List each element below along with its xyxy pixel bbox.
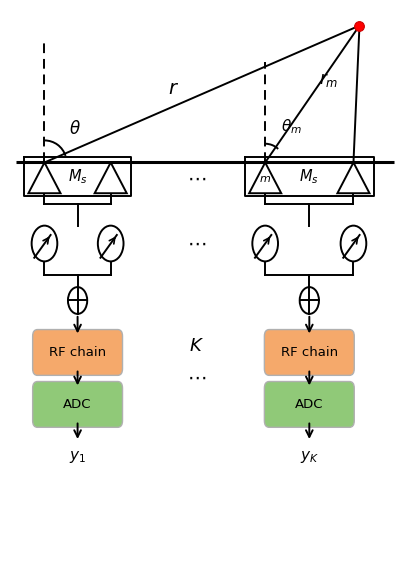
Text: $M_s$: $M_s$ [299, 167, 319, 186]
Text: $M_s$: $M_s$ [68, 167, 87, 186]
Circle shape [32, 226, 57, 261]
Polygon shape [337, 162, 370, 193]
FancyBboxPatch shape [33, 329, 122, 375]
Text: $y_1$: $y_1$ [69, 449, 86, 464]
Text: ADC: ADC [295, 398, 324, 411]
FancyBboxPatch shape [264, 382, 354, 427]
Polygon shape [94, 162, 127, 193]
Text: $\theta$: $\theta$ [69, 120, 81, 138]
Circle shape [98, 226, 124, 261]
Circle shape [252, 226, 278, 261]
Text: ADC: ADC [64, 398, 92, 411]
Text: $K$: $K$ [189, 337, 204, 355]
Text: $m$: $m$ [259, 175, 271, 184]
Circle shape [300, 287, 319, 314]
Text: $\cdots$: $\cdots$ [187, 234, 206, 253]
Circle shape [341, 226, 366, 261]
Text: RF chain: RF chain [49, 346, 106, 359]
Text: $\mathbf{\mathit{r}}$: $\mathbf{\mathit{r}}$ [168, 79, 179, 98]
Text: $\cdots$: $\cdots$ [187, 368, 206, 387]
FancyBboxPatch shape [33, 382, 122, 427]
FancyBboxPatch shape [264, 329, 354, 375]
Text: $\theta_m$: $\theta_m$ [281, 117, 302, 136]
Polygon shape [249, 162, 281, 193]
Text: $y_K$: $y_K$ [300, 449, 319, 464]
Polygon shape [28, 162, 61, 193]
Text: $\cdots$: $\cdots$ [187, 168, 206, 187]
Circle shape [68, 287, 87, 314]
Text: $\mathit{r}_m$: $\mathit{r}_m$ [319, 71, 338, 89]
Text: RF chain: RF chain [281, 346, 338, 359]
